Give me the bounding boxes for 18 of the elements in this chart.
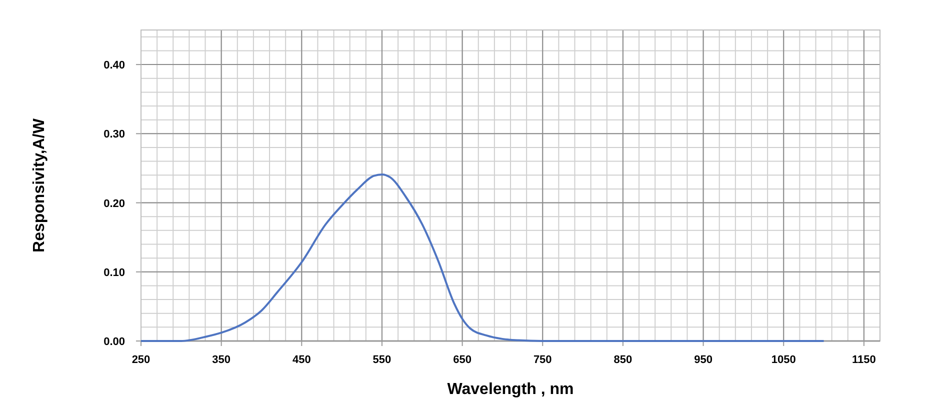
x-tick-label: 450 bbox=[292, 354, 311, 366]
x-tick-label: 550 bbox=[372, 354, 392, 366]
y-tick-label: 0.40 bbox=[104, 60, 125, 72]
x-tick-label: 650 bbox=[453, 354, 472, 366]
x-tick-label: 250 bbox=[132, 354, 150, 366]
line-series bbox=[140, 173, 825, 342]
x-axis-title: Wavelength , nm bbox=[447, 381, 574, 398]
x-tick-label: 750 bbox=[533, 354, 552, 366]
y-tick-label: 0.20 bbox=[104, 198, 125, 210]
y-tick-label: 0.30 bbox=[104, 128, 125, 141]
y-tick-label: 0.00 bbox=[104, 336, 125, 348]
x-tick-label: 1050 bbox=[771, 354, 796, 366]
y-axis-title: Responsivity,A/W bbox=[31, 118, 48, 252]
x-tick-label: 850 bbox=[614, 354, 632, 366]
x-tick-label: 950 bbox=[694, 354, 712, 366]
x-tick-label: 1150 bbox=[852, 354, 876, 366]
x-tick-label: 350 bbox=[212, 354, 231, 366]
y-tick-label: 0.10 bbox=[104, 266, 125, 279]
